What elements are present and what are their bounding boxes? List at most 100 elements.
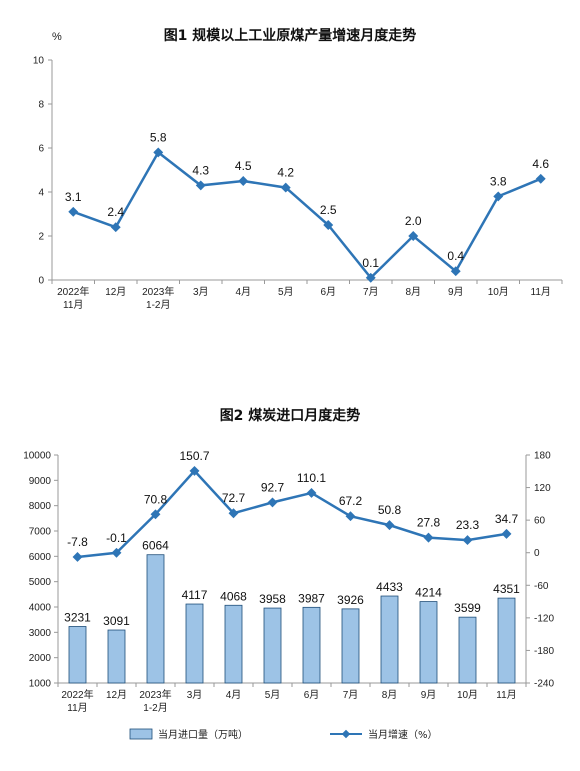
chart2-growth-point	[345, 511, 356, 522]
chart2-legend: 当月进口量（万吨） 当月增速（%）	[129, 728, 438, 741]
legend-line-marker	[341, 729, 351, 739]
chart2-x-tick-label: 9月	[421, 689, 437, 701]
chart2-title: 图2 煤炭进口月度走势	[220, 407, 361, 424]
chart1-y-tick-label: 4	[38, 188, 44, 199]
chart2-left-tick-label: 6000	[29, 552, 52, 563]
chart2-x-tick-label: 3月	[187, 689, 203, 701]
chart1-point	[408, 231, 419, 241]
chart1-y-tick-label: 10	[33, 56, 45, 67]
chart2-x-tick-label: 4月	[226, 689, 242, 701]
chart1-point	[450, 266, 461, 277]
chart1-series: 3.1 2.4 5.8 4.3 4.5 4.2 2.5 0.1 2.0 0.4 3.8 4.6	[65, 130, 549, 283]
chart1-point	[195, 180, 206, 191]
chart1-data-label: 5.8	[150, 130, 167, 144]
chart2-left-tick-label: 3000	[29, 628, 52, 639]
chart2-bar-label: 4068	[220, 589, 247, 603]
chart1-data-label: 3.1	[65, 190, 82, 204]
chart2-growth-point	[501, 528, 512, 539]
chart1-data-label: 2.5	[320, 203, 337, 217]
chart2-growth-label: 150.7	[179, 449, 209, 463]
chart1-data-label: 4.3	[192, 163, 209, 177]
chart2-growth-label: 72.7	[222, 491, 246, 505]
chart1-point	[238, 176, 249, 186]
chart2-left-tick-label: 7000	[29, 527, 52, 538]
chart1-x-tick-label: 11月	[531, 286, 551, 298]
chart2-bar	[380, 595, 399, 684]
chart2-x-tick-label: 10月	[457, 689, 478, 701]
chart2-bar-label: 4433	[376, 580, 403, 594]
chart1-x-tick-label: 12月	[105, 286, 126, 298]
chart1-title: 图1 规模以上工业原煤产量增速月度走势	[164, 27, 417, 44]
chart1-x-tick-label: 7月	[363, 286, 379, 298]
chart2-bar	[224, 604, 243, 684]
chart2-bar	[419, 601, 438, 684]
chart2-left-tick-label: 10000	[23, 451, 51, 462]
chart2-growth-point	[111, 547, 122, 558]
chart1-point	[535, 173, 546, 184]
chart1-data-label: 4.5	[235, 159, 252, 173]
chart2-left-tick-label: 8000	[29, 501, 52, 512]
chart2-x-tick-label: 2022年 11月	[61, 688, 93, 714]
chart1-x-tick-label: 4月	[235, 286, 251, 298]
chart2-bar-label: 3091	[103, 614, 130, 628]
chart1-unit: %	[52, 31, 62, 43]
chart1-x-tick-label: 6月	[320, 286, 336, 298]
legend-line-label: 当月增速（%）	[368, 728, 438, 741]
chart2: 图2 煤炭进口月度走势 1000 2000 3000 4000 5000 6000 7000…	[23, 407, 554, 741]
chart2-right-tick-label: 120	[534, 483, 551, 494]
chart1-x-tick-label: 3月	[193, 286, 209, 298]
chart2-growth-point	[462, 535, 473, 546]
chart2-x-tick-label: 11月	[496, 689, 516, 701]
chart1-x-tick-label: 8月	[405, 286, 421, 298]
chart1-point	[110, 222, 121, 233]
chart1-data-label: 2.0	[405, 214, 422, 228]
chart1-x-tick-label: 2023年 1-2月	[142, 285, 174, 311]
chart2-bars: 3231 3091 6064 4117 4068 3958 3987 3926 4433 4214…	[64, 539, 520, 684]
chart1-point	[323, 220, 334, 230]
chart2-growth-point	[72, 551, 83, 562]
chart2-growth-label: 67.2	[339, 494, 363, 508]
chart2-growth-point	[306, 487, 317, 498]
chart1-point	[493, 191, 504, 202]
chart2-growth-label: 23.3	[456, 518, 480, 532]
chart2-growth-label: 50.8	[378, 503, 402, 517]
chart2-axes: 1000 2000 3000 4000 5000 6000 7000 8000 9000 1000…	[23, 451, 554, 715]
chart2-bar-label: 6064	[142, 539, 169, 553]
chart1-data-label: 3.8	[490, 174, 507, 188]
chart2-right-tick-label: -240	[534, 679, 554, 690]
chart2-left-tick-label: 5000	[29, 577, 52, 588]
chart2-bar	[263, 607, 282, 684]
chart1-series-line	[72, 150, 542, 280]
chart2-bar	[146, 554, 165, 684]
chart1-y-tick-label: 6	[38, 144, 44, 155]
chart2-left-tick-label: 9000	[29, 476, 52, 487]
chart2-bar-label: 4351	[493, 582, 520, 596]
chart2-left-tick-label: 2000	[29, 653, 52, 664]
chart2-line: -7.8 -0.1 70.8 150.7 72.7 92.7 110.1 67.2 50.8 27…	[67, 449, 519, 562]
legend-bar-label: 当月进口量（万吨）	[158, 728, 248, 741]
chart2-growth-label: -0.1	[106, 531, 127, 545]
chart2-left-tick-label: 1000	[29, 679, 52, 690]
chart1: 图1 规模以上工业原煤产量增速月度走势 % 0 2 4 6 8 10 2022年 11月 12月…	[33, 27, 563, 311]
chart2-growth-line	[77, 469, 507, 559]
chart2-x-tick-label: 6月	[304, 689, 320, 701]
chart1-data-label: 0.4	[447, 249, 464, 263]
chart1-point	[153, 147, 164, 158]
chart2-growth-label: 92.7	[261, 480, 285, 494]
chart1-y-tick-label: 0	[38, 276, 44, 287]
chart2-bar-label: 4117	[182, 588, 208, 602]
chart1-data-label: 4.2	[277, 166, 294, 180]
legend-bar-swatch	[129, 728, 153, 740]
chart2-right-tick-label: 60	[534, 516, 546, 527]
chart2-right-tick-label: 0	[534, 548, 540, 559]
chart2-growth-point	[189, 465, 200, 476]
chart2-bar	[302, 606, 321, 684]
chart2-growth-point	[150, 509, 161, 520]
chart2-bar-label: 3958	[259, 592, 286, 606]
chart2-growth-point	[267, 497, 278, 508]
chart2-right-tick-label: -120	[534, 613, 554, 624]
chart1-x-tick-label: 9月	[448, 286, 464, 298]
chart1-point	[365, 272, 376, 283]
chart2-x-tick-label: 8月	[382, 689, 398, 701]
